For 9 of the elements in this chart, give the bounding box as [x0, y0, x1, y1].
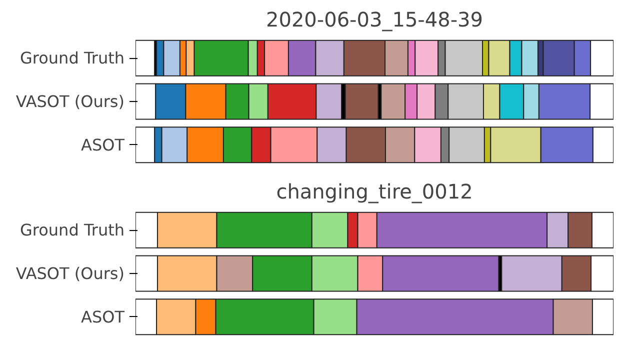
- y-tick-label: VASOT (Ours): [16, 92, 124, 111]
- y-tick-label: Ground Truth: [20, 48, 125, 68]
- y-tick-label: Ground Truth: [20, 220, 125, 240]
- chart-title: changing_tire_0012: [276, 180, 473, 204]
- bar: [344, 83, 379, 120]
- chart-title: 2020-06-03_15-48-39: [266, 8, 484, 32]
- y-tick-label: VASOT (Ours): [16, 264, 124, 283]
- y-tick-label: ASOT: [81, 307, 125, 326]
- y-tick-label: ASOT: [81, 135, 125, 154]
